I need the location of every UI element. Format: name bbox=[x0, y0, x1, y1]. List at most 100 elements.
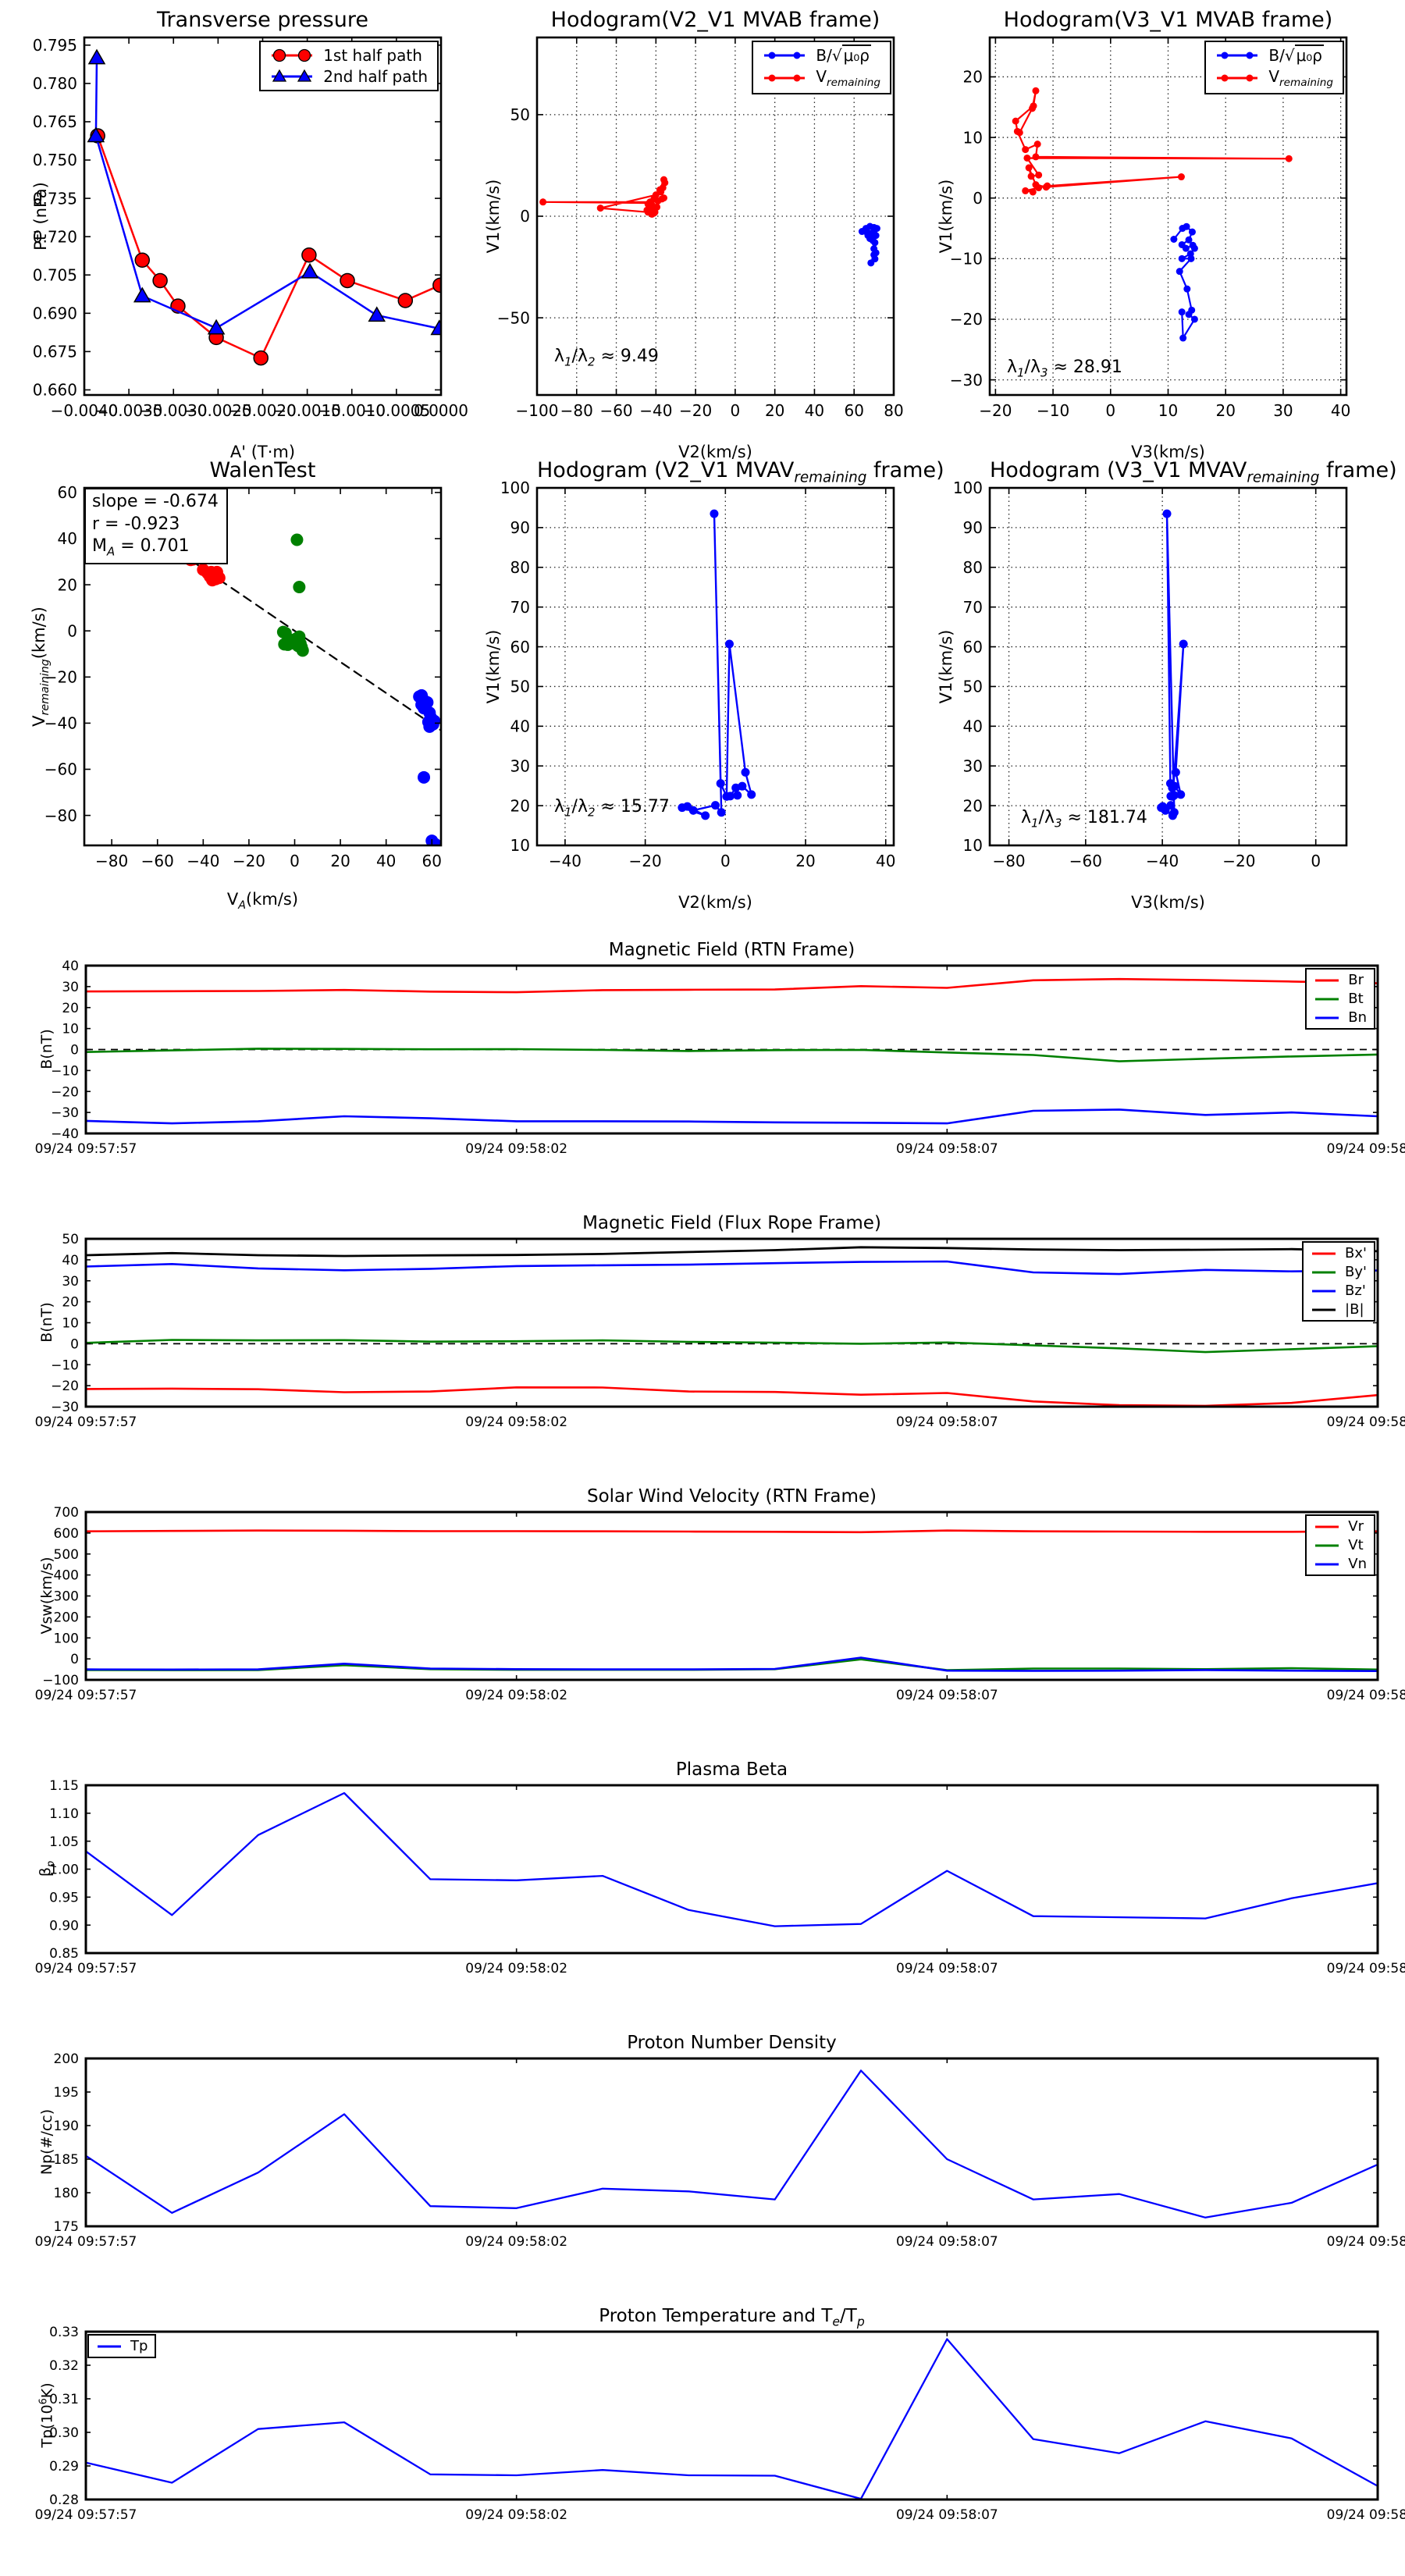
legend-sample bbox=[764, 52, 806, 59]
y-axis: 0.28 0.29 0.30 0.31 0.32 0.33 bbox=[49, 2325, 1378, 2508]
y-axis-label: V1(km/s) bbox=[484, 179, 503, 254]
legend-label: Bx' bbox=[1345, 1245, 1367, 1261]
walen-fit-stats-box: slope = -0.674 r = -0.923 MA = 0.701 bbox=[84, 488, 228, 565]
x-axis: 09/24 09:57:57 09/24 09:58:02 09/24 09:58:… bbox=[35, 1512, 1405, 1703]
legend-sample bbox=[1312, 1252, 1336, 1254]
svg-text:180: 180 bbox=[54, 2186, 79, 2201]
svg-text:175: 175 bbox=[54, 2219, 79, 2235]
legend-item: Tp bbox=[96, 2338, 148, 2354]
series-Br bbox=[86, 977, 1378, 994]
y-axis: −100 0 100 200 300 400 500 600 700 bbox=[42, 1505, 1378, 1688]
svg-text:30: 30 bbox=[963, 756, 983, 775]
svg-text:−60: −60 bbox=[1069, 852, 1102, 870]
svg-text:−20: −20 bbox=[950, 310, 983, 329]
svg-text:−30: −30 bbox=[51, 1400, 79, 1415]
svg-text:09/24 09:58:12: 09/24 09:58:12 bbox=[1327, 1141, 1405, 1157]
x-axis: −20 −10 0 10 20 30 40 bbox=[979, 37, 1350, 420]
y-axis: 0.660 0.675 0.690 0.705 0.720 0.735 0.750 0.765… bbox=[33, 36, 441, 400]
svg-text:0: 0 bbox=[70, 1336, 79, 1352]
legend-sample bbox=[98, 2345, 121, 2347]
legend-item: Bx' bbox=[1311, 1245, 1367, 1261]
svg-text:09/24 09:58:07: 09/24 09:58:07 bbox=[896, 1141, 998, 1157]
svg-text:−80: −80 bbox=[560, 401, 593, 420]
svg-text:−0.0005: −0.0005 bbox=[363, 401, 431, 420]
svg-text:0.30: 0.30 bbox=[49, 2425, 79, 2441]
x-axis: −80 −60 −40 −20 0 20 40 60 bbox=[95, 488, 442, 870]
svg-text:09/24 09:58:07: 09/24 09:58:07 bbox=[896, 1961, 998, 1976]
panel-plasma-beta: Plasma Beta 09/24 09:57:57 09/24 09:58:02… bbox=[23, 1749, 1405, 2022]
plot-area: −20 −10 0 10 20 30 40 −30 −20 −10 0 10 20 bbox=[927, 6, 1358, 463]
svg-text:40: 40 bbox=[62, 959, 79, 974]
chart-svg: −80 −60 −40 −20 0 10 20 30 40 50 60 70 80 90 100 bbox=[953, 479, 1348, 870]
legend-sample bbox=[1217, 52, 1258, 59]
chart-svg: 09/24 09:57:57 09/24 09:58:02 09/24 09:58:… bbox=[35, 959, 1405, 1157]
svg-text:−40: −40 bbox=[1146, 852, 1179, 870]
chart-svg: −20 −10 0 10 20 30 40 −30 −20 −10 0 10 20 bbox=[950, 36, 1350, 420]
svg-text:30: 30 bbox=[62, 1274, 79, 1290]
legend-item: Vt bbox=[1314, 1537, 1367, 1553]
legend-label: Vt bbox=[1348, 1537, 1364, 1553]
panel-title: Magnetic Field (Flux Rope Frame) bbox=[582, 1213, 881, 1233]
series-group bbox=[87, 48, 441, 366]
svg-text:1.05: 1.05 bbox=[49, 1834, 79, 1850]
axes-frame bbox=[84, 1784, 1379, 1955]
svg-text:−40: −40 bbox=[187, 852, 219, 870]
svg-text:−0.0025: −0.0025 bbox=[184, 401, 252, 420]
chart-svg: 09/24 09:57:57 09/24 09:58:02 09/24 09:58:… bbox=[35, 1505, 1405, 1703]
svg-text:30: 30 bbox=[510, 756, 530, 775]
svg-text:20: 20 bbox=[963, 796, 983, 815]
svg-text:50: 50 bbox=[963, 678, 983, 696]
svg-text:−40: −40 bbox=[51, 1126, 79, 1142]
y-axis: −80 −60 −40 −20 0 20 40 60 bbox=[44, 483, 441, 825]
axes-frame bbox=[83, 486, 443, 847]
x-axis: 09/24 09:57:57 09/24 09:58:02 09/24 09:58:… bbox=[35, 966, 1405, 1157]
svg-text:09/24 09:57:57: 09/24 09:57:57 bbox=[35, 2234, 137, 2250]
svg-text:09/24 09:58:02: 09/24 09:58:02 bbox=[465, 1961, 567, 1976]
y-axis-label: V1(km/s) bbox=[484, 629, 503, 704]
svg-text:09/24 09:58:02: 09/24 09:58:02 bbox=[465, 1688, 567, 1703]
svg-text:−60: −60 bbox=[141, 852, 174, 870]
series-group bbox=[539, 176, 880, 267]
svg-text:190: 190 bbox=[54, 2119, 79, 2134]
x-axis: −40 −20 0 20 40 bbox=[549, 488, 895, 870]
plot-area: 09/24 09:57:57 09/24 09:58:02 09/24 09:58:… bbox=[23, 1202, 1405, 1475]
svg-text:40: 40 bbox=[805, 401, 824, 420]
svg-text:09/24 09:57:57: 09/24 09:57:57 bbox=[35, 1688, 137, 1703]
y-axis-label: B(nT) bbox=[38, 1302, 55, 1343]
svg-text:195: 195 bbox=[54, 2085, 79, 2101]
svg-text:50: 50 bbox=[510, 678, 530, 696]
legend-sample bbox=[1315, 1563, 1339, 1565]
legend-item: Vremaining bbox=[1215, 67, 1333, 89]
legend-label: Vremaining bbox=[1268, 67, 1333, 89]
series-beta_p bbox=[86, 1791, 1378, 1927]
svg-text:−40: −40 bbox=[549, 852, 582, 870]
legend-sample bbox=[1315, 998, 1339, 1000]
panel-title: Proton Temperature and Te/Tp bbox=[599, 2306, 865, 2329]
x-axis-label: V3(km/s) bbox=[1131, 893, 1205, 912]
panel-solar-wind-velocity: Solar Wind Velocity (RTN Frame) 09/24 09… bbox=[23, 1475, 1405, 1749]
y-axis-label: Vremaining(km/s) bbox=[29, 607, 52, 727]
grid bbox=[536, 37, 895, 395]
legend-item: Vremaining bbox=[763, 67, 880, 89]
svg-text:09/24 09:57:57: 09/24 09:57:57 bbox=[35, 2507, 137, 2523]
svg-text:−80: −80 bbox=[44, 806, 77, 825]
svg-text:0.765: 0.765 bbox=[33, 112, 77, 131]
x-axis-label: V3(km/s) bbox=[1131, 443, 1205, 461]
svg-text:0.85: 0.85 bbox=[49, 1946, 79, 1962]
svg-text:60: 60 bbox=[510, 638, 530, 656]
svg-text:09/24 09:57:57: 09/24 09:57:57 bbox=[35, 1141, 137, 1157]
svg-text:09/24 09:58:07: 09/24 09:58:07 bbox=[896, 1688, 998, 1703]
svg-text:−80: −80 bbox=[95, 852, 128, 870]
panel-title: Solar Wind Velocity (RTN Frame) bbox=[586, 1486, 877, 1507]
panel-hodogram-v2v1-mvav: Hodogram (V2_V1 MVAVremaining frame) −40… bbox=[475, 457, 944, 913]
chart-svg: −100 −80 −60 −40 −20 0 20 40 60 80 −50 0 50 bbox=[497, 36, 904, 420]
panel-walen-test: WalenTest −80 −60 −40 −20 0 20 40 60 −80 −60 −40 −2… bbox=[22, 457, 453, 913]
svg-text:−30: −30 bbox=[51, 1105, 79, 1121]
svg-text:−10: −10 bbox=[51, 1357, 79, 1373]
legend-sample bbox=[764, 74, 806, 82]
series-fit bbox=[84, 488, 441, 731]
plot-area: 09/24 09:57:57 09/24 09:58:02 09/24 09:58:… bbox=[23, 1475, 1405, 1749]
y-axis-label: Vsw(km/s) bbox=[38, 1557, 55, 1635]
svg-text:0: 0 bbox=[1105, 401, 1115, 420]
svg-text:0: 0 bbox=[290, 852, 300, 870]
